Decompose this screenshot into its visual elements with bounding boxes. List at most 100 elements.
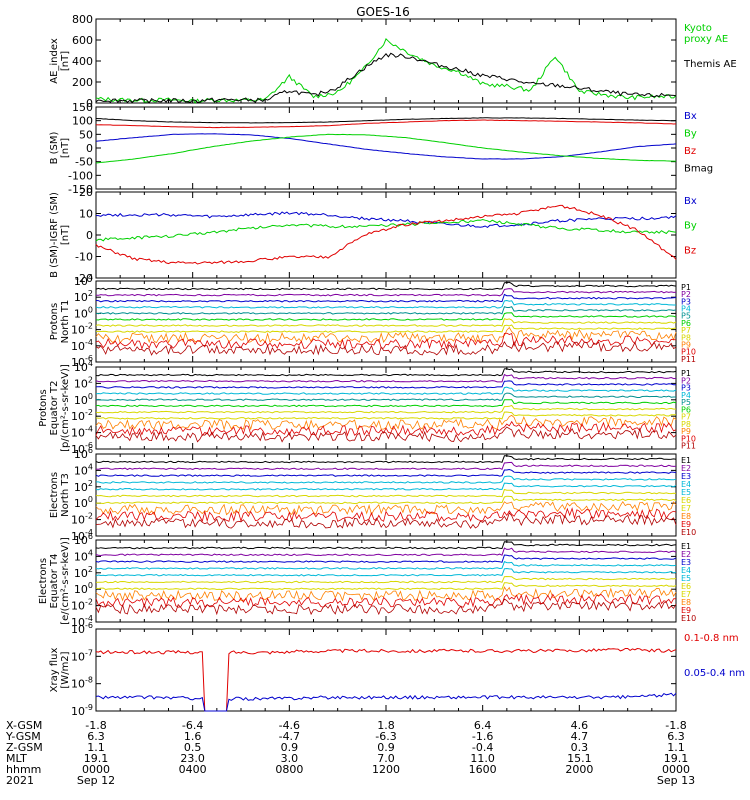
x-tick-label: 2000 [565,763,593,776]
x-row-label: hhmm [6,763,41,776]
x-tick-label: -6.3 [375,730,396,743]
series-line [95,598,677,616]
series-line [95,426,677,443]
series-line [95,386,677,395]
y-tick-label: 100 [74,392,93,407]
legend-label: E10 [681,614,696,623]
series-line [95,461,677,471]
legend-label: P3 [681,384,691,393]
x-tick-label: 1.1 [87,741,105,754]
series-line [95,117,677,124]
legend-label: P1 [681,283,691,292]
legend-label: E2 [681,464,691,473]
series-line [95,306,677,315]
figure-title: GOES-16 [356,5,410,19]
series-line [95,411,676,420]
x-tick-label: 23.0 [180,752,205,765]
y-tick-label: 102 [74,289,93,304]
y-tick-label: 106 [74,446,93,461]
y-axis-label: [p/(cm²-s-sr-keV)] [60,364,71,452]
x-tick-label: 0000 [82,763,110,776]
series-line [95,567,677,577]
panel-xray: 10-6 10-7 10-8 10-9 Xray flux [W/m2] 0.1-0.8 n… [49,621,745,718]
series-line [95,368,677,377]
legend-label: P4 [681,305,691,314]
legend-label: E1 [681,542,691,551]
series-line [95,586,677,602]
x-row-label: 2021 [6,774,34,787]
series-line [95,420,677,437]
legend-label: 0.05-0.4 nm [684,668,745,679]
series-line [95,218,677,242]
y-axis-label: North T1 [60,300,71,344]
y-tick-label: 0 [86,142,93,155]
legend-label: P2 [681,290,691,299]
legend-label: P11 [681,442,696,451]
x-row-label: MLT [6,752,27,765]
x-tick-label: 1.1 [667,741,685,754]
legend-label: E9 [681,520,691,529]
x-row-label: Y-GSM [5,730,41,743]
series-line [95,561,677,570]
y-tick-label: 10-2 [71,408,93,423]
y-tick-label: 10-4 [71,338,93,353]
x-tick-label: 6.3 [667,730,685,743]
x-tick-label: -1.8 [85,719,106,732]
x-tick-label: 0400 [179,763,207,776]
x-tick-label: 1.8 [377,719,395,732]
x-row-label: Z-GSM [6,741,43,754]
series-line [95,133,677,164]
legend-label: E3 [681,558,691,567]
series-line [95,373,677,383]
legend-label: P5 [681,312,691,321]
y-axis-label: Electrons [38,558,49,604]
y-axis-label: [nT] [60,51,71,71]
x-tick-label: 7.0 [377,752,395,765]
x-tick-label: 1600 [469,763,497,776]
y-axis-label: [W/m2] [60,651,71,688]
y-tick-label: 0 [86,229,93,242]
y-tick-label: 50 [79,128,93,141]
y-tick-label: 102 [74,565,93,580]
legend-label: E8 [681,598,691,607]
panel-bigrf: 20 10 0 -10 -20 B (SM)-IGRF (SM) [nT] Bx By Bz [49,186,697,285]
series-line [95,468,677,477]
x-tick-label: 1200 [372,763,400,776]
series-line [95,647,677,712]
legend-label: E1 [681,456,691,465]
x-tick-label: 0.3 [571,741,589,754]
legend-label: E7 [681,590,691,599]
y-axis-label: Equator T4 [49,554,60,609]
y-tick-label: 150 [72,101,93,114]
series-line [96,475,677,484]
x-tick-label: -0.4 [472,741,493,754]
x-tick-label: -1.6 [472,730,493,743]
series-line [95,404,676,414]
series-line [95,52,677,104]
series-line [95,211,677,229]
x-tick-label: 0.9 [377,741,395,754]
legend-label: P8 [681,420,691,429]
legend-label: E6 [681,582,691,591]
legend-label: P10 [681,348,696,357]
y-tick-label: 100 [72,115,93,128]
legend-label: P9 [681,427,691,436]
y-tick-label: 104 [74,548,93,563]
series-line [95,455,677,464]
series-line [95,38,677,104]
legend-label: Bx [684,111,697,122]
series-line [95,399,677,408]
x-tick-label: 15.1 [567,752,592,765]
y-tick-label: 102 [74,375,93,390]
y-tick-label: 104 [74,273,93,288]
legend-label: By [684,221,697,232]
legend-label: E5 [681,574,691,583]
x-tick-label: 19.1 [664,752,689,765]
legend-label: Kyoto [684,23,712,34]
legend-label: Bmag [684,164,713,175]
legend-label: Themis AE [683,59,737,70]
series-line [95,488,677,498]
